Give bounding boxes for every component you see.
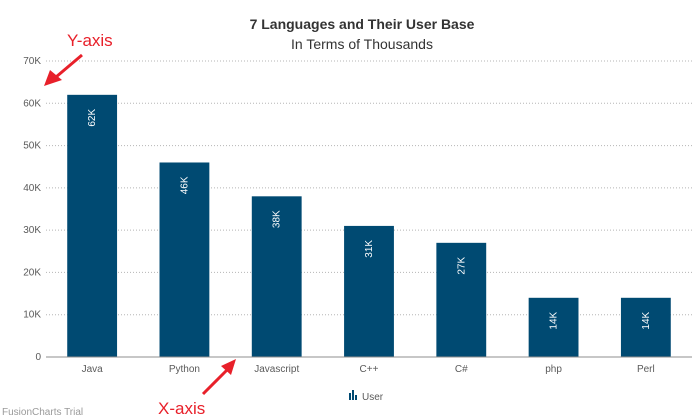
bar-series <box>67 94 671 357</box>
bar[interactable] <box>620 297 671 357</box>
y-tick-label: 30K <box>23 225 41 236</box>
x-axis-arrow-head <box>221 359 236 375</box>
bar[interactable] <box>159 162 210 357</box>
bar[interactable] <box>436 242 487 357</box>
x-tick-label: C++ <box>360 364 379 375</box>
data-label: 62K <box>87 109 98 127</box>
bar[interactable] <box>67 94 118 357</box>
y-tick-label: 40K <box>23 183 41 194</box>
y-tick-label: 0 <box>35 352 41 363</box>
legend-bars-icon <box>349 390 357 400</box>
x-tick-label: Javascript <box>254 364 299 375</box>
y-tick-label: 70K <box>23 56 41 67</box>
y-axis-arrow-shaft <box>55 53 83 79</box>
y-tick-label: 50K <box>23 141 41 152</box>
y-axis-annotation-label: Y-axis <box>67 31 113 50</box>
x-tick-label: Java <box>82 364 104 375</box>
chart-title: 7 Languages and Their User Base <box>250 16 475 32</box>
legend[interactable]: User <box>349 390 384 403</box>
x-axis-annotation: X-axis <box>158 359 236 418</box>
y-axis-annotation: Y-axis <box>44 31 113 86</box>
y-tick-label: 20K <box>23 267 41 278</box>
data-label: 38K <box>272 210 283 228</box>
x-axis-annotation-label: X-axis <box>158 399 205 418</box>
y-tick-label: 10K <box>23 310 41 321</box>
x-tick-label: C# <box>455 364 468 375</box>
bar[interactable] <box>528 297 579 357</box>
y-tick-label: 60K <box>23 98 41 109</box>
x-axis-arrow-shaft <box>201 368 229 396</box>
y-axis-arrow-head <box>44 70 62 86</box>
data-label: 14K <box>549 311 560 329</box>
x-axis-ticks: Java Python Javascript C++ C# php Perl <box>82 364 655 375</box>
bar[interactable] <box>344 225 394 357</box>
y-axis-ticks: 0 10K 20K 30K 40K 50K 60K 70K <box>23 56 41 363</box>
bar[interactable] <box>251 196 302 357</box>
chart-subtitle: In Terms of Thousands <box>291 36 433 52</box>
data-label: 31K <box>364 240 375 258</box>
data-label: 14K <box>641 311 652 329</box>
x-tick-label: Perl <box>637 364 655 375</box>
data-labels: 62K 46K 38K 31K 27K 14K 14K <box>87 109 652 330</box>
data-label: 46K <box>179 176 190 194</box>
data-label: 27K <box>456 257 467 275</box>
x-tick-label: php <box>545 364 562 375</box>
x-tick-label: Python <box>169 364 200 375</box>
legend-label: User <box>362 392 384 403</box>
watermark: FusionCharts Trial <box>2 407 83 418</box>
